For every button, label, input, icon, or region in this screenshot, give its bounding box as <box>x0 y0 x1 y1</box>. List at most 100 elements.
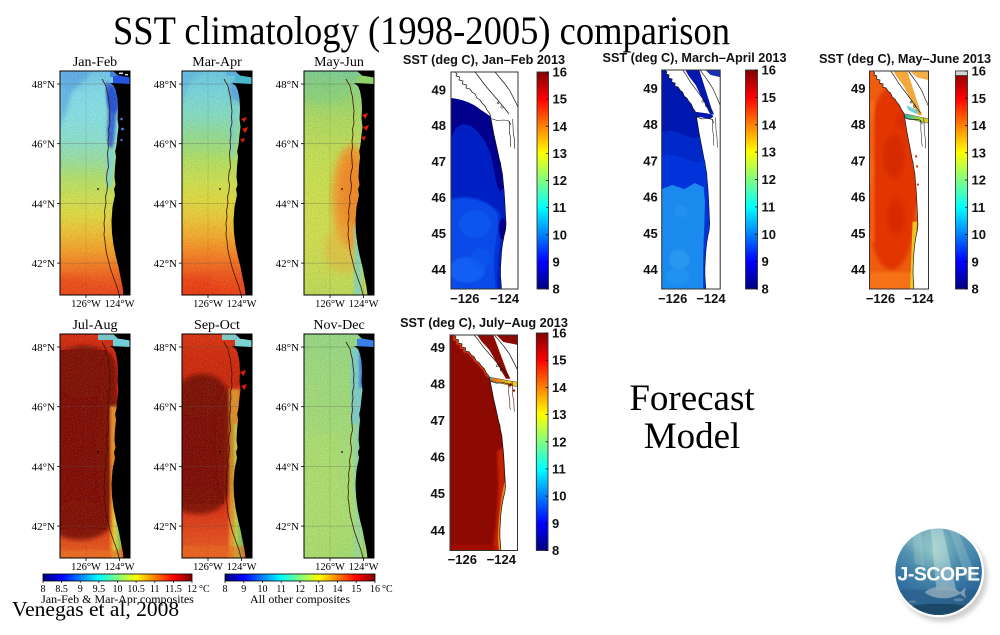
svg-text:44°N: 44°N <box>154 461 177 473</box>
svg-text:126°W: 126°W <box>315 562 345 573</box>
svg-text:45: 45 <box>643 226 657 241</box>
svg-text:44°N: 44°N <box>276 198 299 210</box>
svg-text:10: 10 <box>972 227 986 242</box>
svg-text:46°N: 46°N <box>276 139 299 151</box>
svg-text:46: 46 <box>431 450 445 465</box>
svg-text:9: 9 <box>241 584 246 595</box>
svg-text:16: 16 <box>972 64 986 79</box>
svg-text:SST (deg C), July–Aug 2013: SST (deg C), July–Aug 2013 <box>400 316 568 330</box>
svg-text:46°N: 46°N <box>32 139 55 151</box>
svg-text:12: 12 <box>972 173 986 188</box>
svg-text:44: 44 <box>431 523 446 538</box>
svg-text:126°W: 126°W <box>71 562 101 573</box>
svg-text:124°W: 124°W <box>105 299 135 310</box>
svg-text:10: 10 <box>762 227 776 242</box>
svg-text:10: 10 <box>258 584 268 595</box>
svg-text:15: 15 <box>553 92 567 107</box>
svg-text:42°N: 42°N <box>276 258 299 270</box>
svg-text:49: 49 <box>432 82 446 97</box>
svg-text:46°N: 46°N <box>154 402 177 414</box>
svg-text:8: 8 <box>762 282 769 297</box>
svg-text:May-Jun: May-Jun <box>314 55 364 70</box>
svg-text:124°W: 124°W <box>349 562 379 573</box>
svg-text:11: 11 <box>150 584 160 595</box>
svg-text:13: 13 <box>314 584 324 595</box>
svg-text:126°W: 126°W <box>193 562 223 573</box>
svg-text:9: 9 <box>972 254 979 269</box>
svg-text:46°N: 46°N <box>32 402 55 414</box>
svg-text:48: 48 <box>851 117 865 132</box>
svg-text:45: 45 <box>431 486 445 501</box>
svg-text:−126: −126 <box>448 552 477 567</box>
svg-text:16: 16 <box>552 326 566 341</box>
svg-text:42°N: 42°N <box>154 521 177 533</box>
svg-text:14: 14 <box>333 584 343 595</box>
svg-text:46°N: 46°N <box>276 402 299 414</box>
svg-text:42°N: 42°N <box>32 258 55 270</box>
svg-text:8: 8 <box>553 282 560 297</box>
svg-text:10.5: 10.5 <box>127 584 145 595</box>
svg-text:42°N: 42°N <box>32 521 55 533</box>
svg-text:47: 47 <box>431 413 445 428</box>
svg-text:49: 49 <box>431 340 445 355</box>
svg-text:48°N: 48°N <box>32 342 55 354</box>
svg-text:49: 49 <box>643 81 657 96</box>
svg-text:Jan-Feb & Mar-Apr composites: Jan-Feb & Mar-Apr composites <box>41 592 194 606</box>
svg-text:9: 9 <box>78 584 83 595</box>
svg-text:16: 16 <box>370 584 380 595</box>
svg-text:124°W: 124°W <box>105 562 135 573</box>
svg-text:14: 14 <box>553 119 568 134</box>
svg-text:11: 11 <box>553 200 567 215</box>
svg-text:46: 46 <box>851 190 865 205</box>
svg-text:16: 16 <box>553 65 567 80</box>
svg-text:48: 48 <box>643 117 657 132</box>
svg-text:48°N: 48°N <box>276 342 299 354</box>
svg-text:15: 15 <box>972 91 986 106</box>
svg-text:44°N: 44°N <box>32 198 55 210</box>
svg-text:Venegas et al, 2008: Venegas et al, 2008 <box>12 597 179 621</box>
svg-text:−124: −124 <box>696 291 726 306</box>
svg-text:15: 15 <box>762 90 776 105</box>
svg-text:44: 44 <box>851 262 866 277</box>
svg-text:126°W: 126°W <box>71 299 101 310</box>
svg-text:48°N: 48°N <box>154 79 177 91</box>
svg-text:48: 48 <box>432 118 446 133</box>
svg-text:14: 14 <box>972 118 987 133</box>
svg-text:8: 8 <box>223 584 228 595</box>
svg-text:11: 11 <box>552 461 566 476</box>
svg-text:48°N: 48°N <box>154 342 177 354</box>
svg-text:Model: Model <box>644 416 741 457</box>
svg-text:9: 9 <box>552 516 559 531</box>
svg-text:All other composites: All other composites <box>250 592 350 606</box>
svg-text:44: 44 <box>432 262 447 277</box>
svg-text:−124: −124 <box>904 291 934 306</box>
svg-text:13: 13 <box>553 146 567 161</box>
svg-text:SST (deg C), March–April 2013: SST (deg C), March–April 2013 <box>602 51 786 65</box>
svg-text:12: 12 <box>552 434 566 449</box>
svg-text:12: 12 <box>295 584 305 595</box>
svg-text:SST (deg C), May–June 2013: SST (deg C), May–June 2013 <box>819 52 991 66</box>
svg-text:15: 15 <box>552 353 566 368</box>
svg-text:46°N: 46°N <box>154 139 177 151</box>
svg-text:49: 49 <box>851 81 865 96</box>
svg-text:10: 10 <box>113 584 123 595</box>
svg-text:−126: −126 <box>658 291 687 306</box>
svg-text:44°N: 44°N <box>154 198 177 210</box>
svg-text:12: 12 <box>187 584 197 595</box>
svg-text:42°N: 42°N <box>276 521 299 533</box>
svg-text:13: 13 <box>762 145 776 160</box>
svg-text:13: 13 <box>972 145 986 160</box>
svg-text:46: 46 <box>432 190 446 205</box>
svg-text:44°N: 44°N <box>32 461 55 473</box>
svg-text:11: 11 <box>972 200 986 215</box>
svg-text:8: 8 <box>552 543 559 558</box>
svg-text:46: 46 <box>643 190 657 205</box>
svg-text:10: 10 <box>552 489 566 504</box>
svg-text:48°N: 48°N <box>276 79 299 91</box>
svg-text:126°W: 126°W <box>193 299 223 310</box>
svg-text:8: 8 <box>972 282 979 297</box>
svg-text:14: 14 <box>762 117 777 132</box>
svg-text:J-SCOPE: J-SCOPE <box>898 564 981 586</box>
svg-text:13: 13 <box>552 407 566 422</box>
svg-text:47: 47 <box>851 153 865 168</box>
